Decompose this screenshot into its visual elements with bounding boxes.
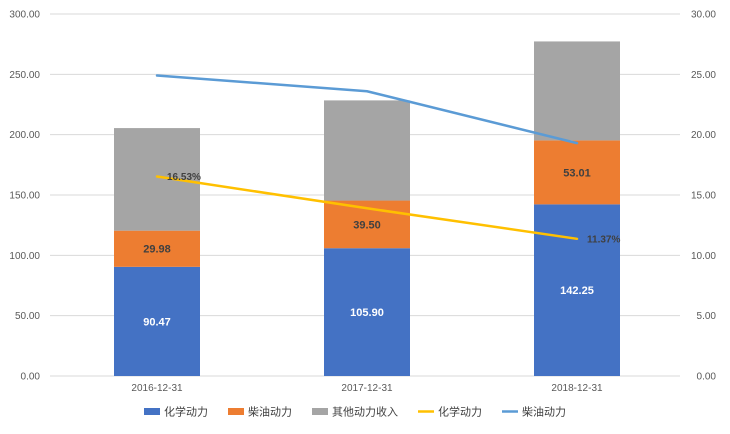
y-left-tick-label: 300.00 — [9, 10, 40, 21]
series-line-2 — [155, 74, 579, 145]
legend-label: 柴油动力 — [248, 405, 292, 419]
line-data-label: 11.37% — [587, 234, 620, 245]
legend-label: 化学动力 — [438, 405, 482, 419]
y-right-tick-label: 15.00 — [691, 191, 716, 202]
bar-data-label: 29.98 — [143, 244, 171, 256]
bar-segment-2 — [114, 230, 200, 267]
y-left-tick-label: 0.00 — [21, 372, 41, 383]
bar-segment-1 — [534, 204, 620, 376]
bar-data-label: 105.90 — [350, 307, 384, 319]
y-right-tick-label: 25.00 — [691, 70, 716, 81]
x-tick-label: 2016-12-31 — [131, 383, 183, 394]
y-left-tick-label: 150.00 — [9, 191, 40, 202]
y-left-tick-label: 200.00 — [9, 130, 40, 141]
bar-segment-2 — [534, 140, 620, 205]
y-left-tick-label: 250.00 — [9, 70, 40, 81]
line-data-label: 16.53% — [167, 172, 201, 183]
bar-segment-3 — [324, 100, 410, 201]
y-left-tick-label: 100.00 — [9, 251, 40, 262]
bar-data-label: 90.47 — [143, 316, 171, 328]
x-tick-label: 2018-12-31 — [551, 383, 603, 394]
y-right-tick-label: 30.00 — [691, 10, 716, 21]
bar-segment-3 — [114, 128, 200, 231]
bar-segment-1 — [114, 266, 200, 376]
series-line-1 — [155, 175, 579, 241]
legend-swatch — [144, 408, 160, 415]
y-left-tick-label: 50.00 — [15, 311, 40, 322]
legend-label: 其他动力收入 — [332, 405, 398, 419]
bar-segment-3 — [534, 41, 620, 141]
y-right-tick-label: 5.00 — [697, 311, 717, 322]
x-tick-label: 2017-12-31 — [341, 383, 393, 394]
legend-label: 柴油动力 — [522, 405, 566, 419]
legend-swatch — [312, 408, 328, 415]
bar-segment-1 — [324, 248, 410, 376]
bar-data-label: 39.50 — [353, 219, 381, 231]
y-right-tick-label: 0.00 — [697, 372, 717, 383]
y-right-tick-label: 20.00 — [691, 130, 716, 141]
legend-swatch — [228, 408, 244, 415]
bar-data-label: 142.25 — [560, 285, 594, 297]
bar-data-label: 53.01 — [563, 167, 591, 179]
legend-label: 化学动力 — [164, 405, 208, 419]
y-right-tick-label: 10.00 — [691, 251, 716, 262]
